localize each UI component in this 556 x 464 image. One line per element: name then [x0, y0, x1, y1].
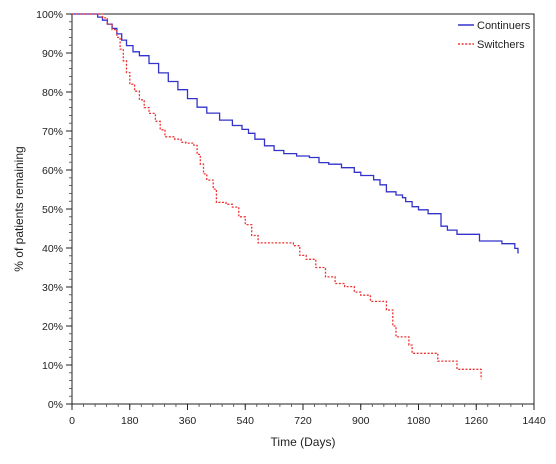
minor-ticks	[69, 13, 535, 407]
x-tick-label: 180	[121, 415, 139, 427]
x-tick-label: 540	[236, 415, 254, 427]
y-tick-label: 60%	[42, 165, 63, 177]
y-tick-label: 80%	[42, 87, 63, 99]
series-layer	[72, 13, 519, 380]
legend-label-continuers: Continuers	[477, 20, 531, 32]
x-tick-label: 0	[69, 415, 75, 427]
y-tick-label: 90%	[42, 48, 63, 60]
series-line-switchers	[72, 13, 482, 380]
x-tick-label: 1260	[465, 415, 489, 427]
x-tick-label: 1080	[407, 415, 431, 427]
y-tick-label: 70%	[42, 126, 63, 138]
y-tick-label: 30%	[42, 282, 63, 294]
y-axis: 0% 10% 20% 30% 40% 50% 60% 70% 80% 90% 100%	[36, 9, 72, 411]
y-tick-label: 20%	[42, 321, 63, 333]
x-tick-label: 1440	[522, 415, 546, 427]
y-axis-label: % of patients remaining	[12, 146, 26, 271]
y-tick-label: 40%	[42, 243, 63, 255]
x-tick-label: 900	[352, 415, 370, 427]
x-tick-label: 360	[179, 415, 197, 427]
y-tick-label: 100%	[36, 9, 63, 21]
legend-label-switchers: Switchers	[477, 39, 525, 51]
series-line-continuers	[72, 13, 519, 254]
x-tick-label: 720	[294, 415, 312, 427]
y-tick-label: 0%	[48, 399, 63, 411]
y-tick-label: 50%	[42, 204, 63, 216]
y-tick-label: 10%	[42, 360, 63, 372]
legend: Continuers Switchers	[458, 20, 531, 51]
plot-frame	[71, 13, 535, 405]
x-axis: 0 180 360 540 720 900 1080 1260 1440	[69, 404, 546, 427]
x-axis-label: Time (Days)	[271, 435, 336, 449]
